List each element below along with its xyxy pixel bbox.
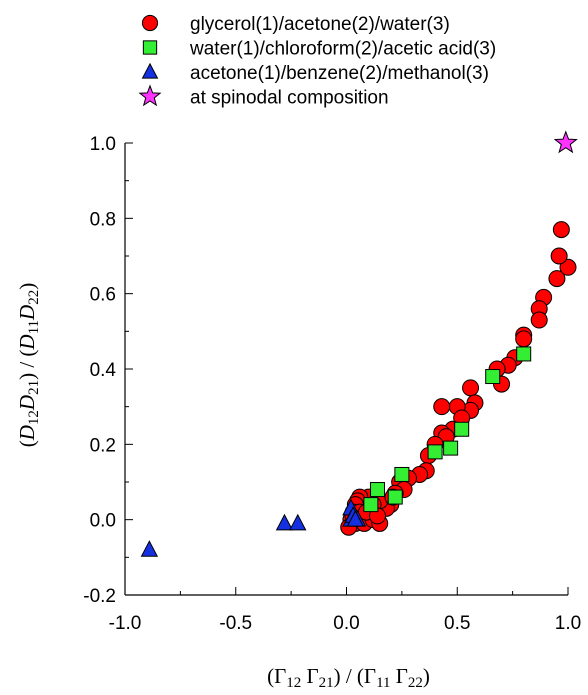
legend-label: at spinodal composition [190,88,389,109]
legend: glycerol(1)/acetone(2)/water(3) water(1)/… [138,14,496,109]
y-tick-label: 0.2 [90,435,116,456]
legend-item: at spinodal composition [138,84,389,109]
square-data-point [370,482,386,498]
legend-square-marker [142,40,158,55]
square-data-point [516,346,532,362]
series-triangle-points [140,498,367,557]
legend-star-marker [138,84,162,107]
triangle-data-point [289,513,307,531]
y-axis-label: (D12D21) / (D11D22) [15,283,42,447]
circle-data-point [559,258,577,276]
y-tick-label: 0.8 [90,209,116,230]
circle-data-point [552,221,570,239]
square-data-point [443,440,459,456]
legend-item: glycerol(1)/acetone(2)/water(3) [141,14,450,35]
x-axis-label: (Γ12 Γ21) / (Γ11 Γ22) [267,664,430,691]
triangle-data-point [346,509,365,527]
series-star-points [553,130,578,154]
legend-item: water(1)/chloroform(2)/acetic acid(3) [142,39,496,60]
legend-label: acetone(1)/benzene(2)/methanol(3) [190,63,489,84]
legend-circle-marker [141,14,159,32]
circle-data-point [462,379,480,397]
square-data-point [394,466,410,482]
circle-data-point [530,311,548,329]
square-data-point [485,369,501,385]
square-data-point [427,444,443,460]
circle-data-point [550,247,568,265]
legend-label: water(1)/chloroform(2)/acetic acid(3) [189,39,496,60]
data-points [140,130,578,557]
y-tick-label: -0.2 [83,586,116,607]
legend-label: glycerol(1)/acetone(2)/water(3) [190,14,450,35]
star-data-point [553,130,578,154]
triangle-data-point [275,513,294,531]
triangle-data-point [140,540,159,557]
y-tick-label: 1.0 [90,134,116,155]
square-data-point [454,421,470,437]
y-axis: -0.2 0.0 0.2 0.4 0.6 0.8 1.0 [83,134,133,607]
legend-item: acetone(1)/benzene(2)/methanol(3) [141,62,489,84]
x-axis: -1.0 -0.5 0.0 0.5 1.0 [109,587,581,634]
circle-data-point [515,330,533,348]
x-tick-label: -1.0 [109,613,142,634]
series-square-points [363,346,532,513]
x-tick-label: 0.5 [444,613,470,634]
y-tick-label: 0.4 [90,360,117,381]
square-data-point [387,489,403,505]
x-tick-label: 1.0 [555,613,581,634]
y-tick-label: 0.0 [90,511,116,532]
y-tick-label: 0.6 [90,285,116,306]
circle-data-point [548,270,566,288]
circle-data-point [433,398,451,416]
square-data-point [363,497,379,513]
legend-triangle-marker [141,62,159,79]
x-tick-label: 0.0 [333,613,359,634]
x-tick-label: -0.5 [219,613,252,634]
